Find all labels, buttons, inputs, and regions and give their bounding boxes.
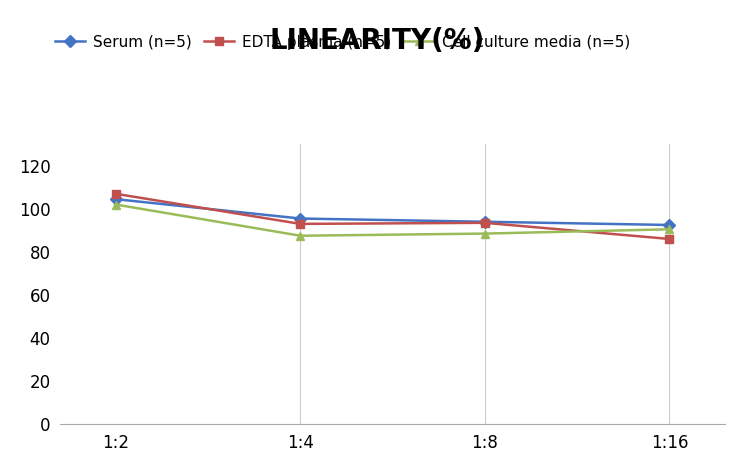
EDTA plasma (n=5) [111,191,120,197]
Text: LINEARITY(%): LINEARITY(%) [270,27,485,55]
Line: EDTA plasma (n=5): EDTA plasma (n=5) [112,189,673,243]
Cell culture media (n=5) [111,202,120,207]
Line: Serum (n=5): Serum (n=5) [112,195,673,229]
EDTA plasma (n=5) [665,236,674,242]
Cell culture media (n=5) [296,233,305,239]
Serum (n=5) [665,222,674,228]
Cell culture media (n=5) [480,231,489,236]
Line: Cell culture media (n=5): Cell culture media (n=5) [112,200,673,240]
Serum (n=5) [296,216,305,221]
EDTA plasma (n=5) [480,220,489,226]
Legend: Serum (n=5), EDTA plasma (n=5), Cell culture media (n=5): Serum (n=5), EDTA plasma (n=5), Cell cul… [55,35,630,50]
Serum (n=5) [480,219,489,225]
EDTA plasma (n=5) [296,221,305,226]
Cell culture media (n=5) [665,226,674,232]
Serum (n=5) [111,197,120,202]
